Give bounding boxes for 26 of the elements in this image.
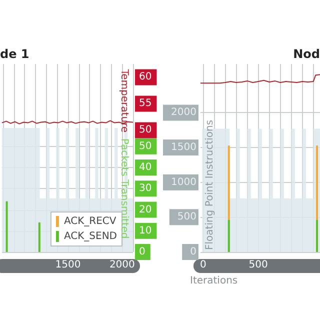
y-tick-label: 0 [190,246,196,258]
y3-tick-label: 50 [139,140,152,152]
x-tick-label: 1500 [55,260,81,270]
y3-tick-label: 10 [139,225,152,236]
y3-tick-label: 0 [139,246,146,258]
chart-title: de 1 [0,47,30,61]
y2-tick-label: 60 [139,72,152,83]
y-tick-label: 1000 [170,176,196,188]
x-tick-label: 2000 [109,260,135,270]
y-axis-title: Floating Point Instructions [204,120,216,250]
y3-tick-label: 20 [139,204,152,216]
y-tick-label: 1500 [170,142,196,154]
x-tick-label: 0 [200,260,206,270]
y2-tick-label: 50 [139,124,152,136]
y3-tick-label: 40 [139,162,152,174]
legend-label: ACK_SEND [64,231,118,242]
legend-label: ACK_RECV [64,216,116,227]
chart-title: Nod [293,47,320,61]
x-axis-title: Iterations [190,276,238,286]
y3-axis-title: Packets Transmitted [118,138,130,239]
x-tick-label: 500 [248,260,268,270]
y2-axis-title: Temperature [118,68,130,133]
y-tick-label: 2000 [170,107,196,118]
y2-tick-label: 55 [139,98,152,110]
y3-tick-label: 30 [139,183,152,194]
y-tick-label: 500 [177,212,196,223]
